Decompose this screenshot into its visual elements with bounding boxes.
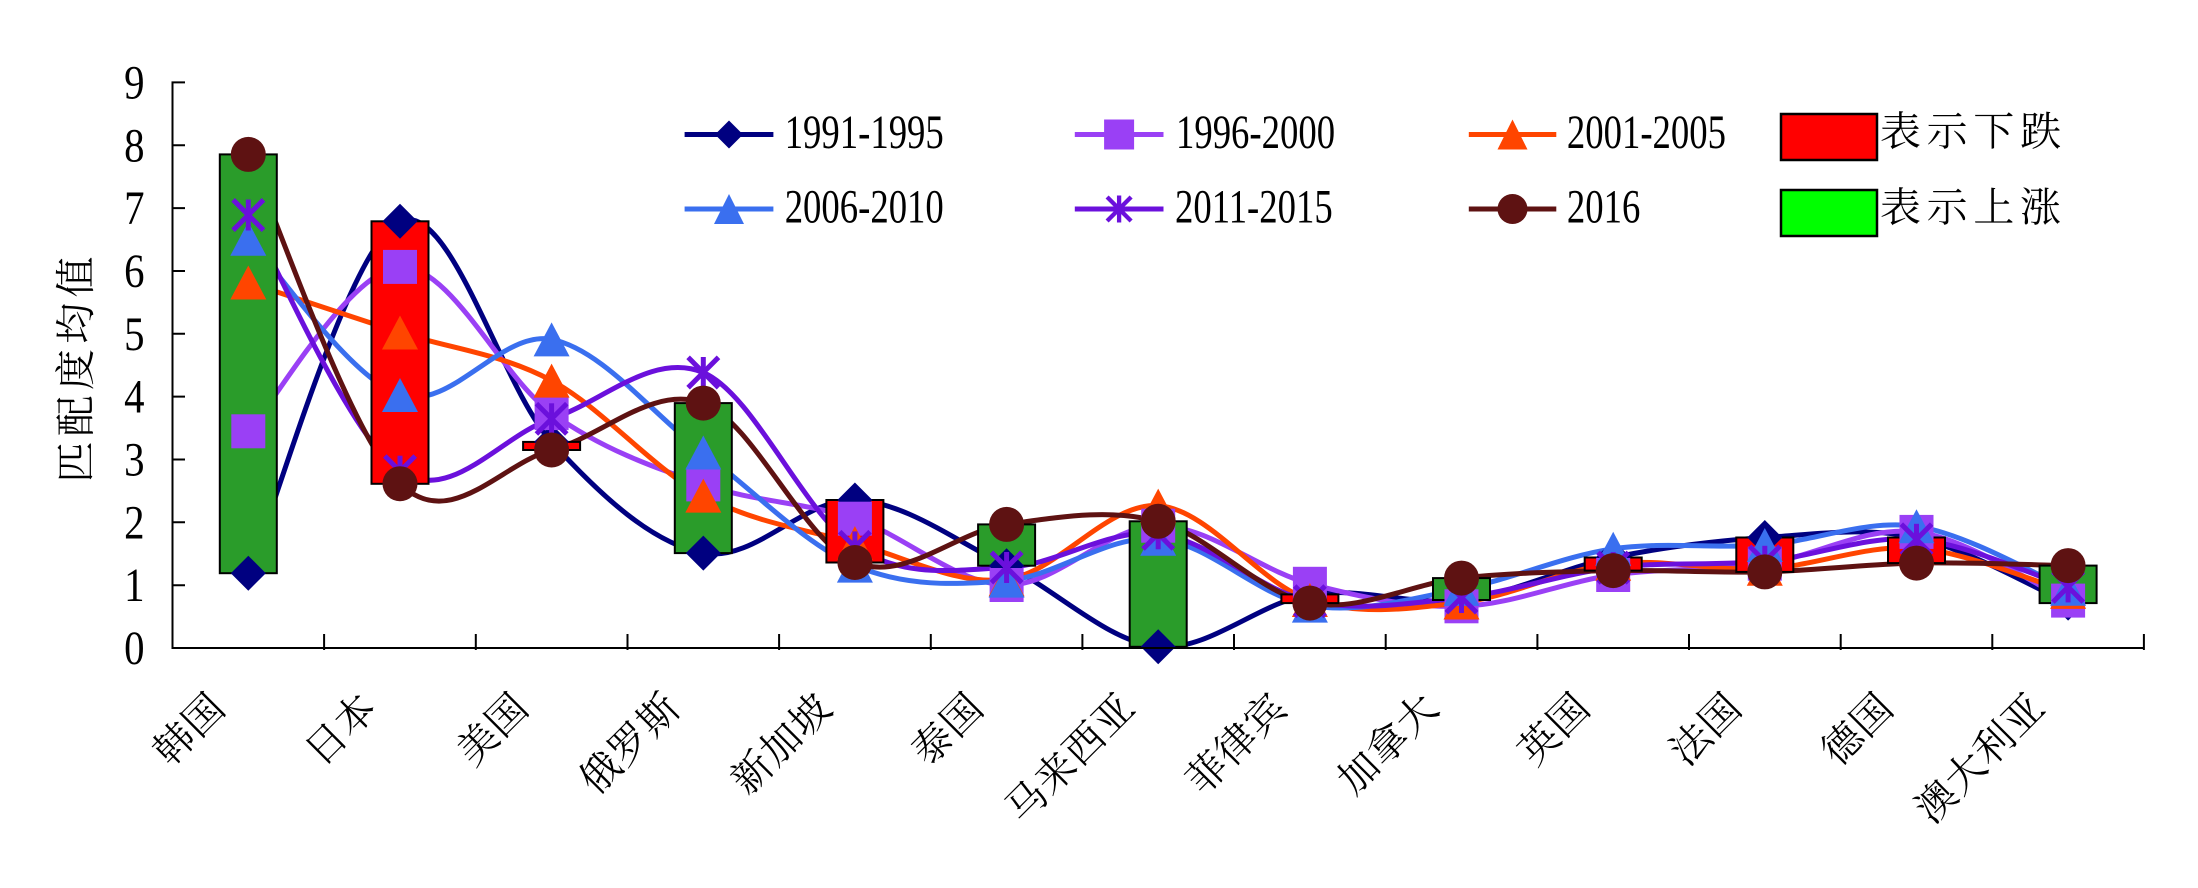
svg-text:2006-2010: 2006-2010: [785, 181, 944, 234]
svg-text:2016: 2016: [1567, 181, 1640, 234]
svg-text:9: 9: [124, 55, 144, 109]
svg-text:1: 1: [124, 558, 144, 612]
svg-text:2011-2015: 2011-2015: [1175, 181, 1333, 234]
svg-text:2: 2: [124, 495, 144, 549]
svg-text:6: 6: [124, 244, 144, 298]
svg-text:1996-2000: 1996-2000: [1176, 107, 1335, 160]
svg-text:3: 3: [124, 432, 144, 486]
svg-text:1991-1995: 1991-1995: [785, 107, 944, 160]
svg-text:2001-2005: 2001-2005: [1567, 107, 1726, 160]
svg-text:4: 4: [124, 369, 144, 423]
svg-text:0: 0: [124, 621, 144, 675]
svg-text:5: 5: [124, 307, 144, 361]
svg-text:7: 7: [124, 181, 144, 235]
svg-text:8: 8: [124, 118, 144, 172]
